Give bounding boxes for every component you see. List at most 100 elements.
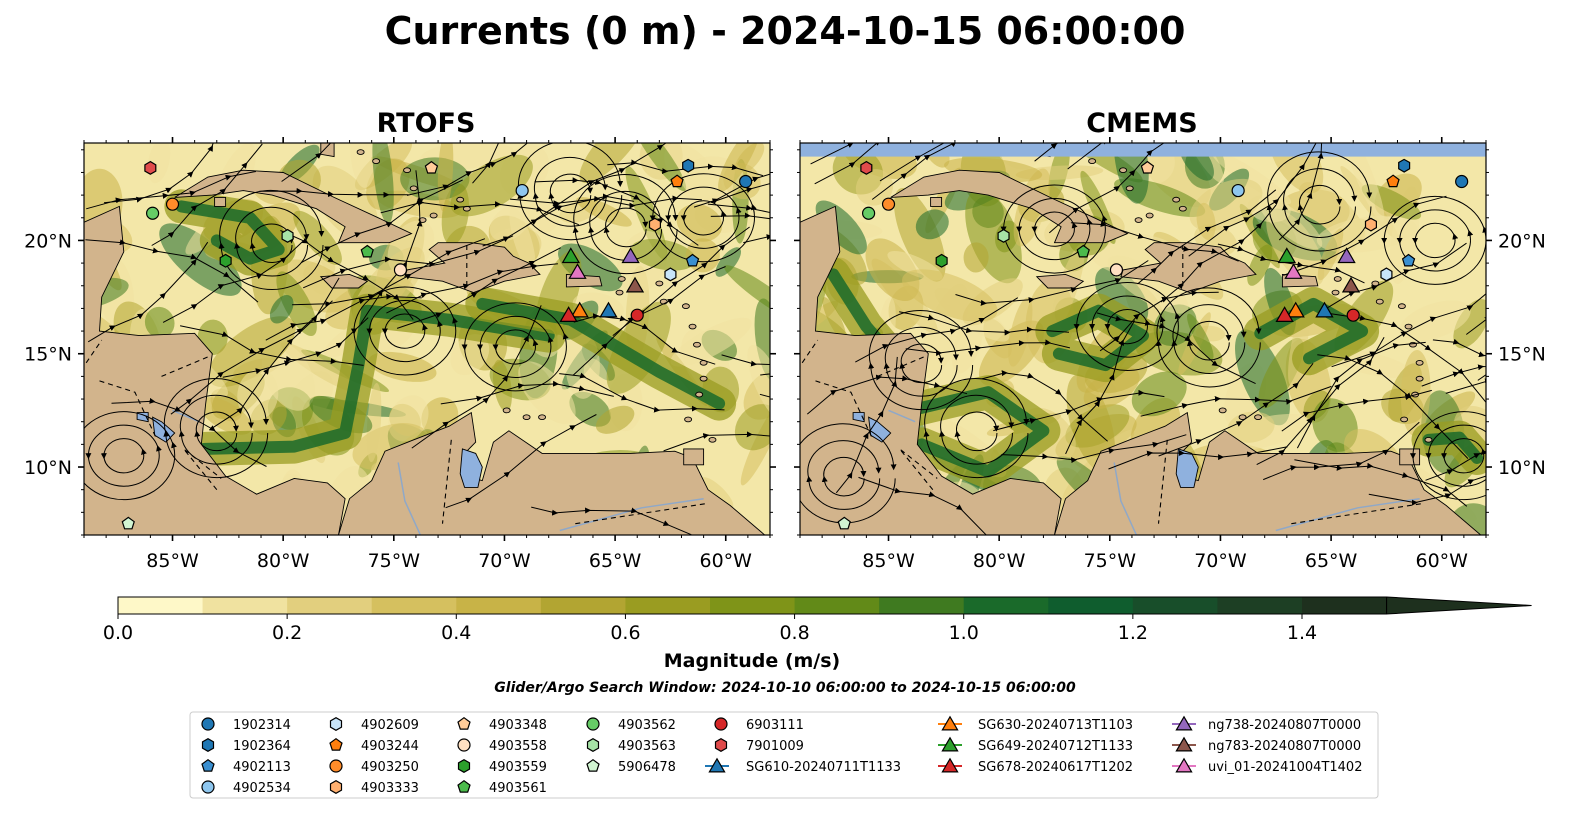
map-clip-cmems [800, 143, 1486, 535]
map-frame [799, 142, 1487, 536]
legend-item: ng783-20240807T0000 [1172, 736, 1361, 754]
marker-4903559 [219, 253, 232, 268]
streamline [472, 143, 524, 184]
marker-ng738-20240807T0000 [1337, 247, 1356, 264]
legend-marker [201, 717, 215, 731]
marker-5906478 [121, 516, 135, 530]
legend-item: 4903562 [586, 717, 676, 733]
lat-tick-label: 15°N [1498, 344, 1546, 366]
legend-label: 4903561 [489, 781, 547, 796]
legend-label: 6903111 [746, 718, 804, 733]
marker-7901009 [144, 160, 157, 175]
lon-tick-label: 85°W [862, 550, 915, 572]
legend-marker [708, 757, 726, 773]
streamline [1445, 372, 1486, 394]
legend-marker [457, 759, 471, 773]
legend-marker [714, 717, 728, 731]
streamline [84, 411, 177, 501]
legend-label: 5906478 [618, 760, 676, 775]
island [1254, 414, 1263, 421]
streamline [1368, 465, 1486, 506]
legend-marker [329, 759, 343, 773]
lon-tick-label: 80°W [973, 550, 1026, 572]
marker-4903562 [861, 206, 876, 220]
legend-item: 4902534 [201, 780, 291, 796]
legend-marker [201, 738, 215, 752]
legend-frame [189, 711, 1379, 799]
legend-label: SG610-20240711T1133 [746, 760, 901, 775]
legend-item: 5906478 [586, 758, 676, 775]
marker-4903244 [1386, 174, 1400, 188]
island [1145, 212, 1154, 219]
lon-tick-label: 60°W [700, 550, 753, 572]
legend-item: 4903250 [329, 759, 419, 775]
legend-marker [329, 737, 343, 751]
colorbar-title: Magnitude (m/s) [664, 650, 841, 672]
land-polygon [214, 196, 227, 207]
legend-label: 4903333 [361, 781, 419, 796]
lon-tick-label: 75°W [1084, 550, 1137, 572]
map-frame [83, 142, 771, 536]
island [403, 167, 412, 174]
streamline [743, 225, 770, 244]
colorbar-segment [1217, 597, 1303, 614]
magnitude-patch [1449, 503, 1486, 535]
panel-title-cmems: CMEMS [1086, 108, 1197, 139]
lat-tick-label: 20°N [1498, 230, 1546, 252]
island [522, 414, 531, 421]
marker-6903111 [630, 308, 644, 322]
legend-label: uvi_01-20241004T1402 [1208, 760, 1362, 775]
legend-marker [714, 738, 728, 752]
legend-item: 4903561 [457, 779, 547, 796]
legend-label: SG630-20240713T1103 [978, 718, 1133, 733]
island [1125, 185, 1134, 192]
island [1404, 323, 1413, 330]
colorbar-segment [879, 597, 965, 614]
streamline [1188, 143, 1317, 257]
observation-markers [837, 158, 1469, 530]
streamline [386, 263, 558, 314]
legend-label: 4902609 [361, 718, 419, 733]
colorbar-segment [794, 597, 880, 614]
marker-1902364 [682, 158, 695, 173]
legend-item: 4903244 [329, 737, 419, 754]
magnitude-patch [670, 317, 752, 367]
island [372, 158, 381, 164]
legend-label: 7901009 [746, 739, 804, 754]
streamline [1263, 421, 1420, 481]
island [456, 196, 465, 203]
marker-4903333 [1364, 217, 1378, 232]
colorbar-tick-label: 0.8 [779, 622, 809, 644]
map-panel-cmems [799, 142, 1487, 536]
lon-tick-label: 70°W [1194, 550, 1247, 572]
marker-ng738-20240807T0000 [621, 247, 640, 264]
island [1333, 276, 1342, 282]
legend-item: 4903559 [457, 759, 547, 775]
legend-marker [201, 758, 215, 772]
legend-marker [941, 757, 959, 773]
magnitude-patch [902, 269, 998, 322]
legend-label: 4903559 [489, 760, 547, 775]
legend-marker [329, 717, 343, 731]
island [708, 436, 717, 443]
colorbar-extend-arrow [1386, 596, 1532, 615]
colorbar-segment [1048, 597, 1134, 614]
island [356, 149, 365, 155]
island [1375, 298, 1384, 305]
streamline [710, 212, 770, 238]
island [615, 289, 624, 296]
marker-SG649-20240712T1133 [1277, 247, 1297, 264]
marker-1902364 [1398, 158, 1411, 173]
lon-tick-label: 65°W [1305, 550, 1358, 572]
streamline [814, 143, 952, 185]
marker-4902113 [685, 253, 700, 267]
colorbar-segment [710, 597, 796, 614]
streamline [806, 374, 968, 415]
island [502, 407, 511, 414]
island [1119, 167, 1128, 174]
figure-title: Currents (0 m) - 2024-10-15 06:00:00 [385, 9, 1186, 53]
island [1134, 217, 1143, 223]
marker-4903244 [670, 174, 684, 188]
legend-marker [329, 780, 343, 794]
legend-label: 4903558 [489, 739, 547, 754]
